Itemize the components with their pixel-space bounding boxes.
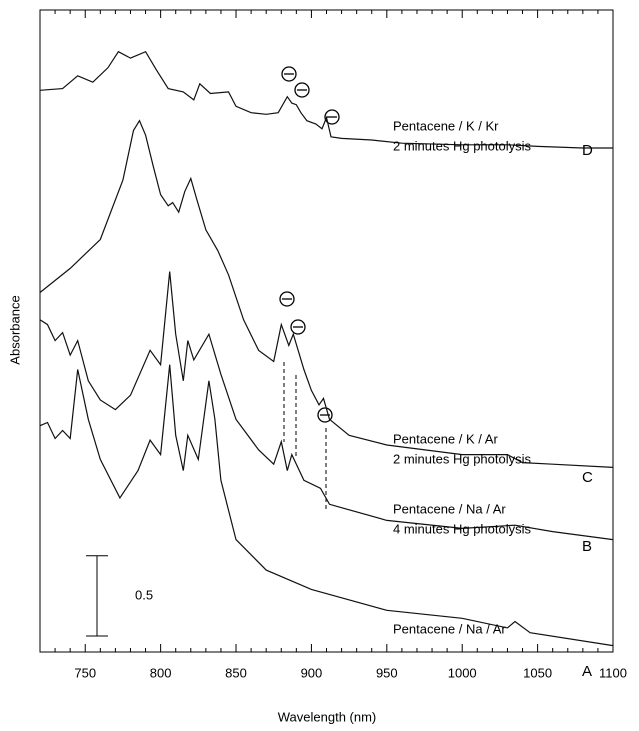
spectrum-trace [39,50,613,149]
x-tick-label: 750 [74,665,96,680]
x-tick-label: 850 [225,665,247,680]
trace-description: Pentacene / K / Ar [393,431,498,446]
trace-description: 2 minutes Hg photolysis [393,138,532,153]
trace-description: Pentacene / K / Kr [393,118,499,133]
y-axis-label: Absorbance [7,295,22,364]
scale-bar-label: 0.5 [135,587,153,602]
dashed-guides [283,362,327,512]
trace-description: Pentacene / Na / Ar [393,621,506,636]
x-tick-label: 800 [150,665,172,680]
trace-letter: C [582,469,593,486]
trace-description: Pentacene / Na / Ar [393,501,506,516]
x-tick-label: 1050 [523,665,552,680]
trace-description: 4 minutes Hg photolysis [393,521,532,536]
x-tick-label: 900 [301,665,323,680]
trace-letter: A [582,663,592,680]
trace-description: 2 minutes Hg photolysis [393,451,532,466]
x-tick-label: 950 [376,665,398,680]
plot-frame [39,9,614,653]
x-axis-label: Wavelength (nm) [278,709,377,724]
x-tick-label: 1100 [599,665,627,680]
spectrum-trace [39,271,614,541]
anion-markers [279,66,340,423]
spectrum-trace [39,364,614,647]
trace-letter: D [582,142,593,159]
spectrum-trace [39,119,614,468]
trace-letter: B [582,538,592,555]
x-tick-label: 1000 [448,665,477,680]
